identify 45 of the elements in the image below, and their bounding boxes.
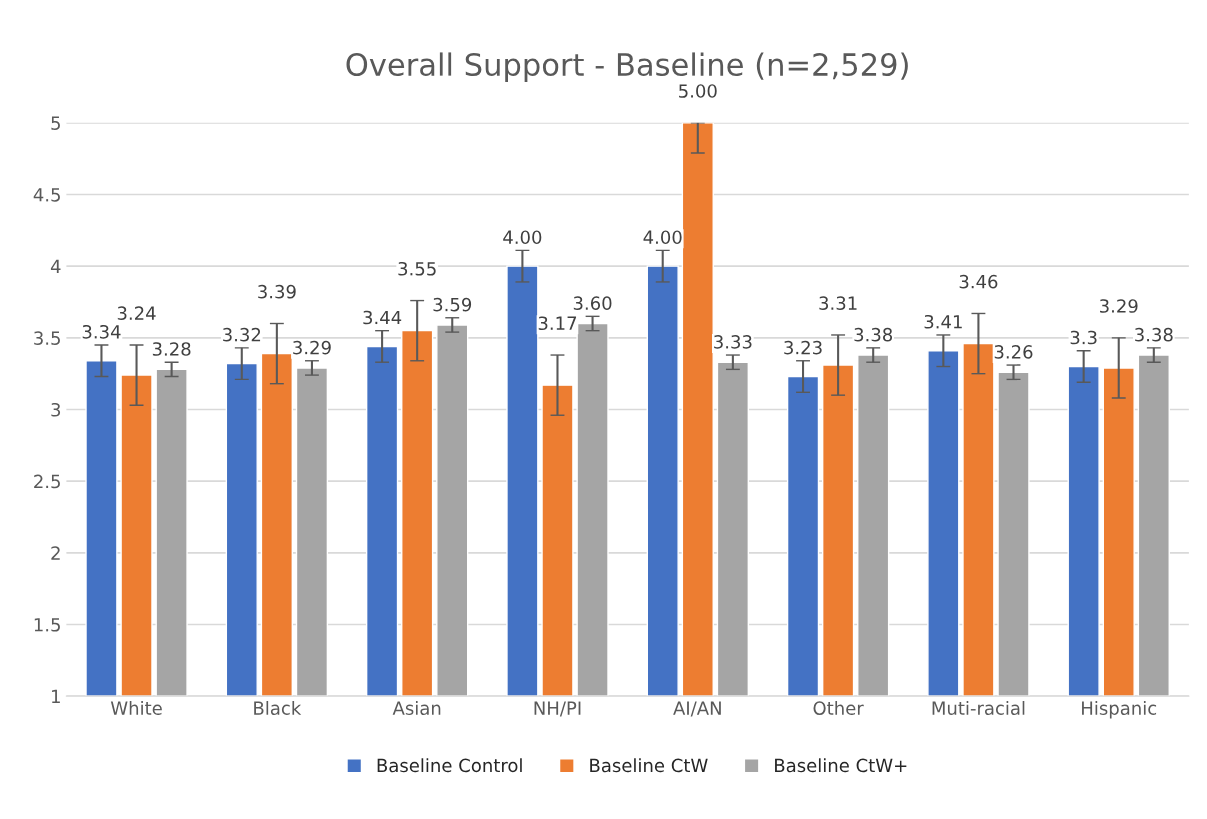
data-label: 3.28	[152, 342, 191, 356]
x-tick-label: Asian	[392, 701, 441, 715]
data-label: 3.60	[573, 296, 612, 310]
data-label: 4.00	[503, 230, 542, 245]
y-tick-label: 4.5	[33, 188, 60, 202]
data-label: 3.38	[854, 327, 893, 342]
data-label: 3.38	[1135, 327, 1173, 342]
data-label: 3.3	[1070, 330, 1097, 345]
data-label: 3.41	[924, 314, 962, 329]
x-tick-label: Other	[813, 701, 864, 715]
data-label: 3.34	[82, 324, 121, 339]
y-tick-label: 2	[51, 546, 60, 560]
x-tick-label: NH/PI	[534, 701, 581, 717]
data-label: 3.32	[223, 327, 261, 342]
data-label: 3.29	[293, 340, 331, 355]
legend-label: Baseline Control	[377, 758, 522, 773]
chart-title: Overall Support - Baseline (n=2,529)	[346, 52, 908, 82]
data-label: 4.00	[643, 230, 682, 245]
legend-label: Baseline CtW	[590, 758, 708, 773]
data-label: 3.59	[433, 297, 472, 312]
data-label: 3.39	[258, 284, 296, 299]
x-tick-label: Muti-racial	[932, 701, 1025, 715]
x-tick-label: AI/AN	[673, 701, 721, 717]
data-label: 3.46	[959, 274, 998, 289]
data-label: 3.23	[784, 340, 822, 355]
y-tick-label: 3	[51, 402, 61, 417]
y-tick-label: 2.5	[34, 474, 60, 489]
data-label: 3.55	[398, 261, 436, 276]
x-tick-label: Hispanic	[1082, 701, 1157, 719]
data-label: 3.31	[819, 296, 857, 310]
data-label: 3.33	[714, 335, 752, 349]
y-tick-label: 3.5	[34, 331, 60, 345]
y-tick-label: 5	[51, 116, 60, 130]
data-label: 3.29	[1100, 299, 1138, 313]
y-tick-label: 4	[50, 259, 61, 274]
x-tick-label: White	[110, 701, 162, 715]
x-tick-label: Black	[254, 701, 302, 715]
data-label: 3.26	[994, 345, 1033, 359]
data-label: 3.44	[363, 310, 402, 325]
data-label: 3.24	[117, 306, 156, 321]
data-label: 3.17	[538, 316, 577, 331]
y-tick-label: 1.5	[34, 618, 60, 632]
legend-label: Baseline CtW+	[775, 758, 907, 773]
data-label: 5.00	[679, 84, 717, 98]
y-tick-label: 1	[52, 689, 60, 704]
